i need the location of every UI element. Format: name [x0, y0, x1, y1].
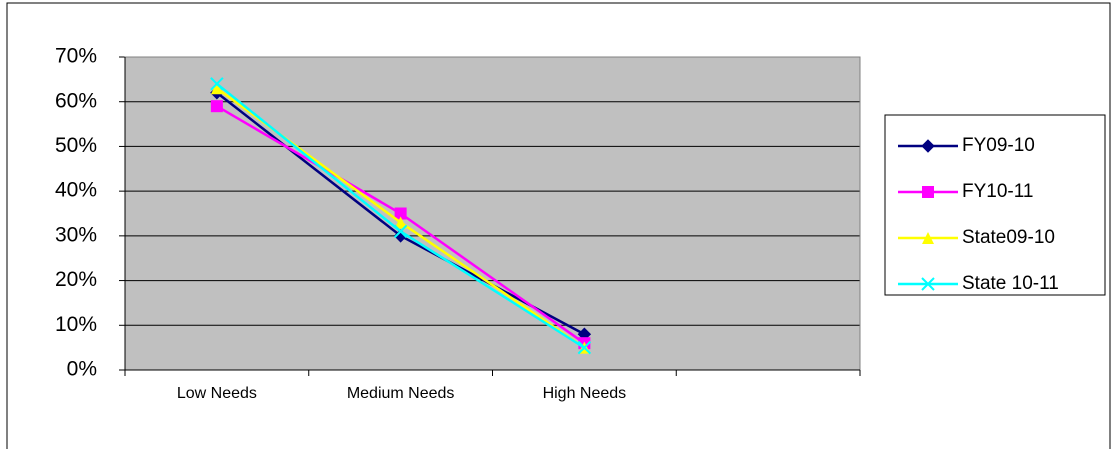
legend-marker [921, 277, 935, 291]
y-tick-label: 10% [55, 313, 97, 336]
x-tick-label: Low Needs [177, 385, 257, 402]
y-tick-label: 20% [55, 268, 97, 291]
y-tick-label: 50% [55, 134, 97, 157]
data-point [210, 77, 224, 91]
data-point [210, 100, 223, 113]
y-tick-label: 70% [55, 45, 97, 68]
y-tick-label: 60% [55, 89, 97, 112]
y-tick-label: 30% [55, 223, 97, 246]
plot-background [125, 57, 860, 370]
data-point [577, 340, 592, 355]
legend-label: FY09-10 [962, 135, 1035, 156]
data-point [393, 224, 408, 239]
y-tick-label: 0% [67, 358, 97, 381]
chart-frame [6, 2, 1111, 449]
legend-marker [922, 186, 934, 198]
data-point [394, 207, 407, 220]
legend-label: State 10-11 [962, 273, 1059, 294]
legend-label: FY10-11 [962, 181, 1033, 202]
legend-marker [922, 232, 934, 244]
x-tick-label: High Needs [543, 385, 627, 402]
legend-label: State09-10 [962, 227, 1055, 248]
x-tick-label: Medium Needs [347, 385, 455, 402]
legend-marker [921, 139, 935, 153]
y-tick-label: 40% [55, 179, 97, 202]
data-point [210, 82, 223, 95]
data-point [394, 216, 407, 229]
